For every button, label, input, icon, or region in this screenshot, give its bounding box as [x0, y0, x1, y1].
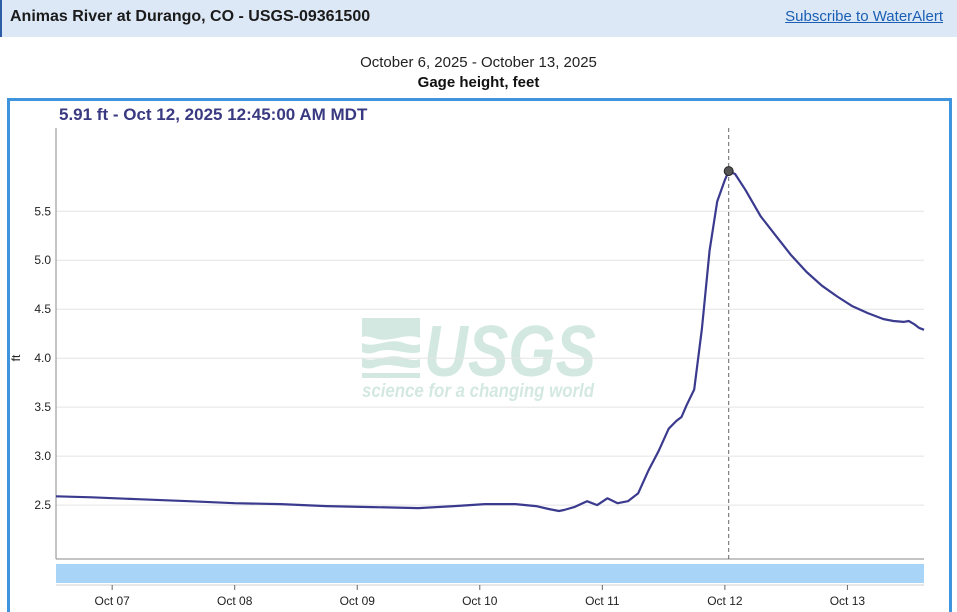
x-tick-label: Oct 13: [830, 594, 866, 608]
chart-frame: [7, 98, 952, 612]
x-axis-ticks: Oct 07 Oct 08 Oct 09 Oct 10 Oct 11 Oct 12 Oct …: [94, 585, 865, 608]
x-tick-label: Oct 12: [707, 594, 743, 608]
y-tick-label: 4.5: [34, 302, 51, 316]
usgs-logo-icon: [362, 318, 420, 378]
x-tick-label: Oct 09: [340, 594, 376, 608]
header-bar: Animas River at Durango, CO - USGS-09361…: [0, 0, 957, 37]
x-tick-label: Oct 10: [462, 594, 498, 608]
series-layer: [55, 170, 925, 513]
time-brush-bar[interactable]: [56, 564, 924, 583]
watermark-tagline: science for a changing world: [362, 381, 594, 402]
y-axis-ticks: 2.5 3.0 3.5 4.0 4.5 5.0 5.5: [34, 204, 51, 512]
x-tick-label: Oct 11: [585, 594, 620, 608]
x-tick-label: Oct 07: [94, 594, 130, 608]
y-axis-label: ft: [9, 354, 23, 361]
y-tick-label: 4.0: [34, 351, 51, 365]
highlight-point: [723, 166, 734, 177]
tooltip-readout: 5.91 ft - Oct 12, 2025 12:45:00 AM MDT: [59, 105, 368, 124]
date-range-label: October 6, 2025 - October 13, 2025: [360, 54, 597, 71]
y-tick-label: 5.0: [34, 253, 51, 267]
y-tick-label: 5.5: [34, 204, 51, 218]
grid-lines: [56, 210, 924, 506]
y-tick-label: 2.5: [34, 498, 51, 512]
y-tick-label: 3.5: [34, 400, 51, 414]
y-tick-label: 3.0: [34, 449, 51, 463]
usgs-watermark: USGS science for a changing world: [362, 312, 596, 402]
page-title: Animas River at Durango, CO - USGS-09361…: [10, 8, 371, 25]
chart-title: Gage height, feet: [417, 74, 540, 91]
x-tick-label: Oct 08: [217, 594, 253, 608]
subscribe-wateralert-link[interactable]: Subscribe to WaterAlert: [785, 8, 943, 25]
watermark-logo-text: USGS: [424, 312, 596, 392]
axes: [55, 128, 924, 586]
gage-height-series-line: [55, 170, 925, 513]
highlight-layer: [723, 128, 734, 559]
